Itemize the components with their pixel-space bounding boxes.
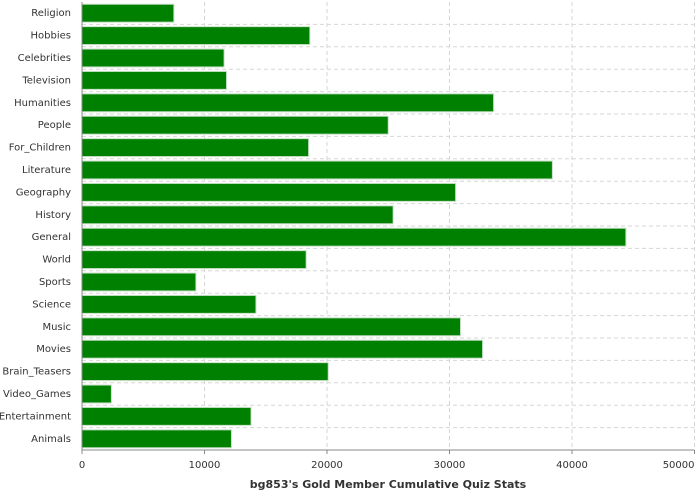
y-tick-label: Video_Games (3, 389, 71, 400)
x-tick-label: 0 (79, 460, 85, 471)
x-tick-label: 40000 (556, 460, 588, 471)
y-tick-label: Movies (36, 344, 71, 355)
y-tick-label: Literature (22, 165, 71, 176)
x-tick-label: 30000 (434, 460, 466, 471)
y-tick-label: Entertainment (0, 411, 71, 422)
bar (81, 3, 175, 23)
y-tick-label: Science (32, 299, 71, 310)
y-tick-label: Music (43, 322, 71, 333)
x-tick-label: 20000 (311, 460, 343, 471)
y-tick-label: World (42, 255, 71, 266)
y-tick-label: Sports (39, 277, 71, 288)
bar (81, 317, 462, 337)
bar (81, 26, 311, 46)
x-axis-title: bg853's Gold Member Cumulative Quiz Stat… (250, 478, 527, 491)
y-tick-label: Humanities (14, 98, 71, 109)
bar (81, 227, 627, 247)
y-tick-label: People (38, 120, 71, 131)
y-tick-label: Religion (31, 8, 71, 19)
bar (81, 138, 310, 158)
bar (81, 205, 394, 225)
bar (81, 115, 389, 135)
bar (81, 362, 329, 382)
y-tick-label: Geography (16, 187, 71, 198)
bar (81, 406, 252, 426)
y-tick-label: Animals (31, 434, 71, 445)
bar (81, 48, 225, 68)
bar (81, 384, 112, 404)
bar (81, 429, 232, 449)
bar (81, 93, 495, 113)
y-tick-label: Celebrities (18, 53, 71, 64)
y-tick-label: Hobbies (31, 31, 71, 42)
y-tick-label: Brain_Teasers (2, 367, 71, 378)
bar (81, 272, 197, 292)
y-tick-label: History (35, 210, 71, 221)
bar (81, 294, 257, 314)
bar (81, 160, 553, 180)
y-tick-label: General (32, 232, 71, 243)
bar (81, 339, 484, 359)
y-tick-label: Television (21, 75, 71, 86)
x-tick-label: 50000 (663, 460, 695, 471)
bar (81, 70, 228, 90)
bar (81, 250, 307, 270)
x-tick-label: 10000 (189, 460, 221, 471)
bar (81, 182, 457, 202)
y-tick-label: For_Children (9, 143, 71, 154)
